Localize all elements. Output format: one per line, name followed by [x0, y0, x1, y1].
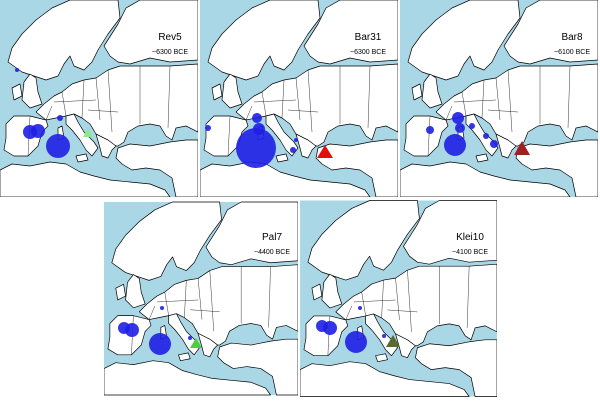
sample-name: Rev5 — [158, 32, 182, 43]
map-panel: Bar31 ~6300 BCE — [200, 0, 398, 197]
sample-name: Bar8 — [561, 32, 583, 43]
sample-name: Klei10 — [456, 232, 484, 243]
sample-date: ~6100 BCE — [554, 49, 590, 56]
map-panel: Pal7 ~4400 BCE — [104, 201, 298, 396]
sample-date: ~4100 BCE — [452, 249, 488, 256]
sample-date: ~6300 BCE — [152, 49, 188, 56]
sample-date: ~4400 BCE — [254, 249, 290, 256]
map-panel: Rev5 ~6300 BCE — [0, 0, 198, 197]
sample-name: Bar31 — [355, 32, 382, 43]
map-panel: Bar8 ~6100 BCE — [400, 0, 598, 197]
sample-date: ~6300 BCE — [350, 49, 386, 56]
sample-name: Pal7 — [262, 232, 282, 243]
map-panel: Klei10 ~4100 BCE — [300, 200, 497, 397]
